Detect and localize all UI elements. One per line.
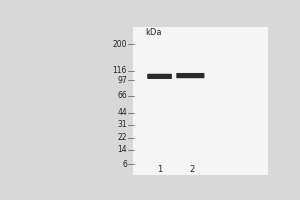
- Text: 66: 66: [117, 91, 127, 100]
- Text: 31: 31: [117, 120, 127, 129]
- Text: 14: 14: [117, 145, 127, 154]
- Bar: [133, 27, 268, 175]
- Text: 6: 6: [122, 160, 127, 169]
- Text: 2: 2: [190, 165, 195, 174]
- Text: 22: 22: [118, 133, 127, 142]
- Text: 97: 97: [117, 76, 127, 85]
- Text: 1: 1: [157, 165, 162, 174]
- Text: 116: 116: [112, 66, 127, 75]
- Text: kDa: kDa: [146, 28, 162, 37]
- Text: 44: 44: [117, 108, 127, 117]
- FancyBboxPatch shape: [176, 73, 204, 78]
- FancyBboxPatch shape: [147, 74, 172, 79]
- Text: 200: 200: [112, 40, 127, 49]
